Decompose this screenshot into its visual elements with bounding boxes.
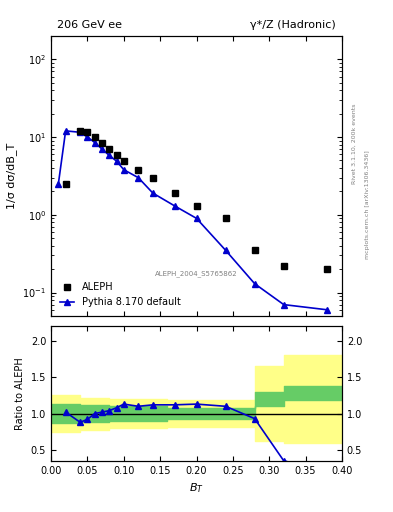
Y-axis label: Ratio to ALEPH: Ratio to ALEPH — [15, 357, 25, 430]
Text: Rivet 3.1.10, 200k events: Rivet 3.1.10, 200k events — [352, 103, 357, 184]
Text: ALEPH_2004_S5765862: ALEPH_2004_S5765862 — [155, 270, 238, 278]
Legend: ALEPH, Pythia 8.170 default: ALEPH, Pythia 8.170 default — [56, 279, 185, 311]
Text: γ*/Z (Hadronic): γ*/Z (Hadronic) — [250, 20, 336, 30]
Text: mcplots.cern.ch [arXiv:1306.3436]: mcplots.cern.ch [arXiv:1306.3436] — [365, 151, 371, 259]
Text: 206 GeV ee: 206 GeV ee — [57, 20, 122, 30]
X-axis label: $B_T$: $B_T$ — [189, 481, 204, 495]
Y-axis label: 1/σ dσ/dB_T: 1/σ dσ/dB_T — [6, 143, 17, 209]
